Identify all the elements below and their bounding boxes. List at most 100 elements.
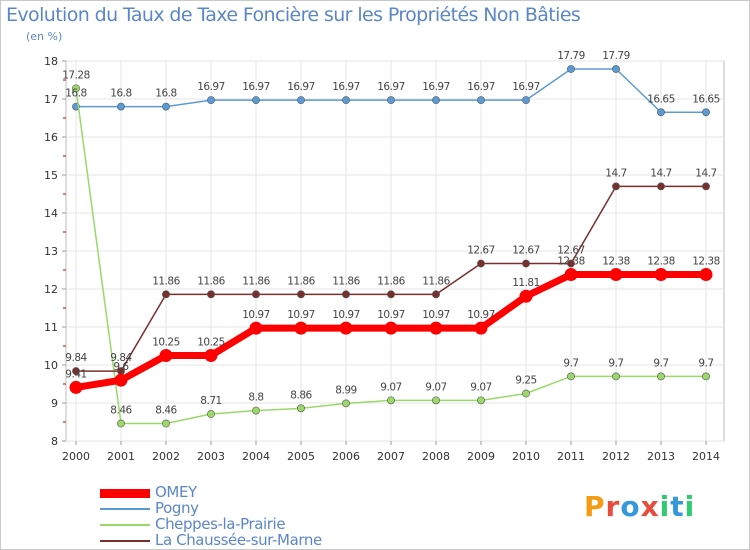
legend-label: Pogny	[155, 499, 199, 517]
data-point	[69, 380, 83, 394]
logo-letter: P	[584, 490, 606, 523]
data-label: 11.86	[332, 275, 360, 287]
data-label: 16.97	[332, 81, 360, 93]
data-point	[117, 102, 125, 111]
data-label: 11.86	[422, 275, 450, 287]
chart-unit-label: (en %)	[26, 30, 63, 43]
data-label: 8.46	[155, 405, 177, 417]
data-label: 10.25	[197, 337, 225, 349]
data-point	[252, 290, 260, 299]
data-point	[297, 96, 305, 105]
data-label: 8.46	[110, 405, 132, 417]
data-point	[207, 96, 215, 105]
data-label: 10.97	[287, 309, 315, 321]
data-point	[297, 290, 305, 299]
logo-letter: x	[640, 490, 660, 523]
data-label: 11.86	[152, 275, 180, 287]
y-tick-label: 11	[44, 321, 58, 334]
data-label: 11.81	[512, 277, 540, 289]
data-label: 10.25	[152, 337, 180, 349]
data-label: 16.8	[155, 88, 176, 100]
data-point	[387, 396, 395, 405]
data-point	[162, 102, 170, 111]
data-label: 16.8	[110, 88, 131, 100]
data-label: 9.7	[698, 357, 713, 369]
data-point	[477, 96, 485, 105]
data-point	[249, 321, 263, 335]
data-label: 11.86	[377, 275, 405, 287]
data-label: 9.84	[110, 352, 132, 364]
y-tick-label: 16	[44, 131, 58, 144]
data-label: 16.97	[422, 81, 450, 93]
x-tick-label: 2010	[512, 450, 540, 463]
data-label: 16.8	[65, 88, 86, 100]
x-tick-label: 2003	[197, 450, 225, 463]
data-label: 12.38	[557, 256, 585, 268]
data-label: 10.97	[467, 309, 495, 321]
data-point	[609, 268, 623, 282]
logo-letter: o	[620, 490, 641, 523]
y-tick-label: 17	[44, 93, 58, 106]
data-label: 8.71	[200, 395, 221, 407]
y-tick-label: 10	[44, 359, 58, 372]
data-label: 17.79	[557, 50, 585, 62]
data-label: 12.38	[692, 256, 720, 268]
data-label: 14.7	[605, 167, 626, 179]
data-label: 16.97	[197, 81, 225, 93]
data-point	[204, 349, 218, 362]
data-point	[384, 321, 398, 335]
data-point	[477, 396, 485, 405]
data-label: 16.97	[467, 81, 495, 93]
data-point	[432, 396, 440, 405]
y-tick-label: 8	[51, 435, 58, 448]
data-label: 10.97	[242, 309, 270, 321]
y-tick-label: 18	[44, 55, 58, 68]
data-label: 10.97	[422, 309, 450, 321]
data-point	[432, 96, 440, 105]
data-label: 10.97	[377, 309, 405, 321]
data-point	[252, 406, 260, 415]
data-point	[522, 259, 530, 268]
data-point	[429, 321, 443, 335]
data-label: 11.86	[242, 275, 270, 287]
data-label: 12.67	[557, 245, 585, 257]
data-label: 9.7	[653, 357, 668, 369]
logo-letter: t	[670, 490, 685, 523]
data-label: 12.38	[602, 256, 630, 268]
data-point	[699, 268, 713, 282]
data-point	[432, 290, 440, 299]
legend-swatch	[100, 488, 150, 498]
data-point	[162, 290, 170, 299]
data-label: 14.7	[695, 167, 716, 179]
data-point	[477, 259, 485, 268]
data-point	[612, 182, 620, 191]
x-tick-label: 2000	[62, 450, 90, 463]
data-point	[567, 372, 575, 381]
data-label: 16.97	[377, 81, 405, 93]
data-point	[72, 84, 80, 93]
data-label: 8.99	[335, 384, 356, 396]
x-tick-label: 2004	[242, 450, 270, 463]
legend-swatch	[100, 508, 150, 510]
data-label: 8.8	[248, 392, 263, 404]
y-tick-label: 12	[44, 283, 58, 296]
x-tick-label: 2013	[647, 450, 675, 463]
data-point	[657, 182, 665, 191]
data-label: 8.86	[290, 389, 312, 401]
data-point	[297, 404, 305, 413]
data-label: 16.65	[647, 93, 675, 105]
data-label: 10.97	[332, 309, 360, 321]
x-tick-label: 2012	[602, 450, 630, 463]
data-label: 9.07	[425, 381, 446, 393]
data-point	[114, 373, 128, 387]
x-tick-label: 2001	[107, 450, 135, 463]
data-label: 9.7	[563, 357, 578, 369]
logo-letter: i	[684, 490, 696, 523]
data-label: 9.07	[470, 381, 491, 393]
legend-label: La Chaussée-sur-Marne	[155, 531, 322, 549]
data-point	[339, 321, 353, 335]
data-point	[117, 419, 125, 428]
data-label: 9.25	[515, 375, 536, 387]
data-point	[342, 290, 350, 299]
